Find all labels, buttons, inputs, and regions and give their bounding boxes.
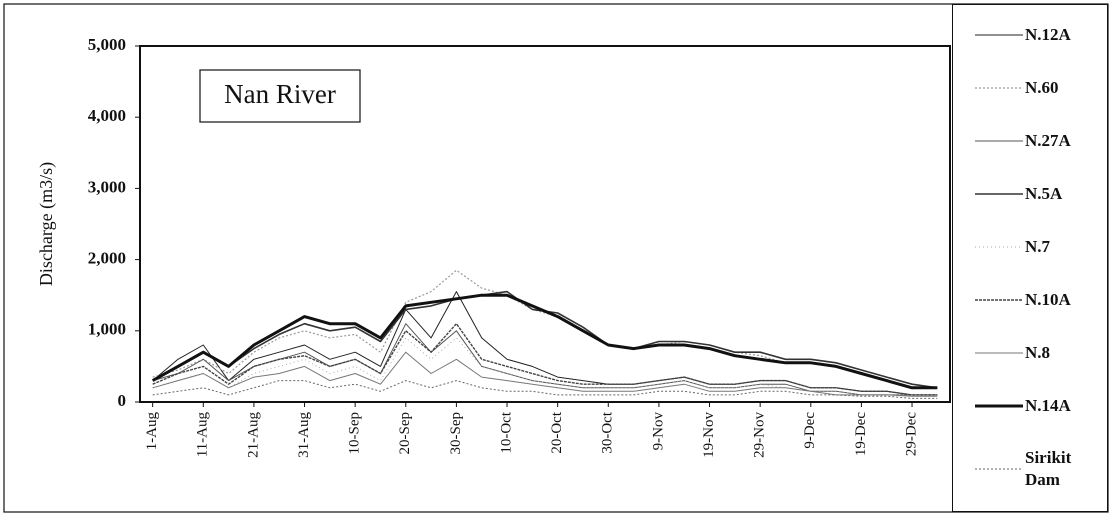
plot-area xyxy=(139,45,951,403)
legend-swatch xyxy=(975,468,1023,470)
legend-entry: Sirikit Dam xyxy=(953,447,1107,491)
legend-swatch xyxy=(975,34,1023,36)
series-line xyxy=(152,291,938,396)
legend-label: N.10A xyxy=(1025,289,1071,309)
series-line xyxy=(152,323,938,396)
x-tick-label: 19-Nov xyxy=(701,412,717,458)
legend-entry: N.14A xyxy=(953,395,1107,417)
x-tick-label: 30-Oct xyxy=(600,411,616,453)
y-tick-label: 2,000 xyxy=(88,249,126,268)
y-axis-label: Discharge (m3/s) xyxy=(36,162,57,286)
legend-swatch xyxy=(975,87,1023,89)
series-line xyxy=(152,351,938,397)
y-tick-label: 0 xyxy=(118,391,127,410)
legend-label: Sirikit Dam xyxy=(1025,448,1072,490)
legend-entry: N.5A xyxy=(953,183,1107,205)
y-tick-label: 4,000 xyxy=(88,106,126,125)
y-tick-label: 3,000 xyxy=(88,177,126,196)
x-tick-label: 20-Sep xyxy=(397,412,413,455)
legend-entry: N.8 xyxy=(953,342,1107,364)
x-tick-label: 9-Nov xyxy=(650,412,666,451)
x-tick-label: 21-Aug xyxy=(245,412,261,458)
series-line xyxy=(152,269,938,389)
legend-swatch xyxy=(975,140,1023,142)
series-line xyxy=(151,293,938,390)
legend-swatch xyxy=(975,246,1023,248)
legend-label: N.27A xyxy=(1025,131,1071,151)
x-tick-label: 29-Nov xyxy=(752,412,768,458)
legend-entry: N.27A xyxy=(953,130,1107,152)
legend-swatch xyxy=(975,404,1023,408)
legend-label: N.7 xyxy=(1025,236,1051,256)
x-tick-label: 19-Dec xyxy=(853,412,869,456)
legend: N.12A N.60 N.27A N.5A N.7 N.10A N.8 N.14A Siriki… xyxy=(952,4,1108,512)
y-tick-label: 5,000 xyxy=(88,35,126,54)
x-tick-label: 11-Aug xyxy=(195,412,211,458)
legend-entry: N.60 xyxy=(953,77,1107,99)
legend-swatch xyxy=(975,352,1023,354)
legend-entry: N.10A xyxy=(953,289,1107,311)
legend-label: N.5A xyxy=(1025,184,1063,204)
y-tick-label: 1,000 xyxy=(88,320,126,339)
x-tick-label: 9-Dec xyxy=(802,412,818,449)
x-tick-label: 10-Sep xyxy=(347,412,363,455)
legend-label: N.8 xyxy=(1025,342,1051,362)
x-tick-label: 29-Dec xyxy=(903,412,919,456)
x-tick-label: 1-Aug xyxy=(144,412,160,451)
annotation: Nan River xyxy=(224,79,336,109)
series-line xyxy=(152,380,938,399)
x-tick-label: 20-Oct xyxy=(549,411,565,453)
series-line xyxy=(152,290,938,389)
x-tick-label: 31-Aug xyxy=(296,412,312,458)
legend-swatch xyxy=(975,299,1023,301)
chart-border xyxy=(3,3,1109,513)
legend-swatch xyxy=(975,193,1023,195)
legend-label: N.60 xyxy=(1025,78,1059,98)
x-tick-label: 30-Sep xyxy=(448,412,464,455)
legend-label: N.14A xyxy=(1025,395,1071,415)
legend-entry: N.12A xyxy=(953,24,1107,46)
x-tick-label: 10-Oct xyxy=(498,411,514,453)
annotation-box xyxy=(199,69,361,123)
legend-label: N.12A xyxy=(1025,25,1071,45)
legend-entry: N.7 xyxy=(953,236,1107,258)
